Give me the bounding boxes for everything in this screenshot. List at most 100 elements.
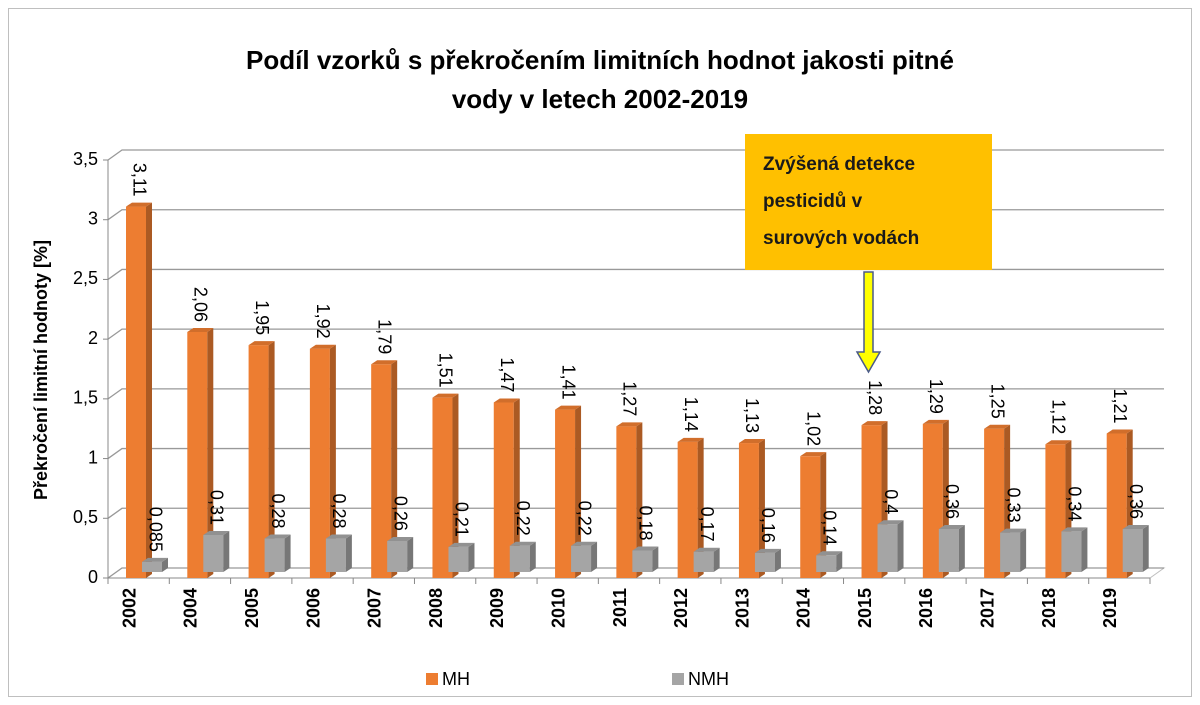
legend-label: MH (442, 669, 470, 689)
value-label: 1,25 (987, 384, 1007, 419)
bar-top (371, 360, 398, 365)
x-tick-label: 2004 (181, 588, 201, 628)
bar-top (616, 422, 643, 427)
bar-top (1122, 525, 1149, 530)
bar (1000, 532, 1021, 572)
x-tick-label: 2019 (1100, 588, 1120, 628)
bar (325, 538, 346, 572)
bar-top (632, 546, 659, 551)
bar (877, 524, 898, 572)
bar (754, 552, 775, 572)
bar-top (754, 548, 781, 553)
bar-top (126, 202, 152, 207)
bar-top (938, 525, 965, 530)
bar-side (223, 530, 230, 572)
bar (387, 540, 408, 572)
bar-top (1000, 528, 1027, 533)
bar (309, 348, 330, 578)
value-label: 0,28 (329, 494, 349, 529)
x-tick-label: 2011 (610, 588, 630, 627)
bar-side (897, 520, 904, 572)
value-label: 2,06 (191, 287, 211, 322)
annotation: Zvýšená detekce pesticidů v surových vod… (745, 134, 992, 374)
x-tick-label: 2013 (732, 588, 752, 628)
legend-swatch (426, 673, 438, 685)
bar-side (146, 202, 152, 578)
chart-title: Podíl vzorků s překročením limitních hod… (246, 45, 954, 75)
bar-side (1142, 525, 1149, 572)
value-label: 1,21 (1110, 388, 1130, 423)
bar-side (697, 437, 704, 578)
bar-top (432, 393, 459, 398)
legend-swatch (672, 673, 684, 685)
value-label: 0,34 (1065, 486, 1085, 521)
bar (922, 423, 943, 578)
value-label: 1,92 (313, 304, 333, 339)
x-tick-label: 2015 (855, 588, 875, 628)
value-label: 0,26 (390, 496, 410, 531)
bar (203, 534, 224, 572)
value-label: 0,4 (881, 489, 901, 514)
bar-side (268, 341, 275, 578)
y-tick-label: 2 (88, 328, 98, 348)
bar-top (571, 541, 598, 546)
bar-side (713, 547, 720, 572)
value-label: 1,14 (681, 397, 701, 432)
y-tick-label: 3 (88, 208, 98, 228)
bar-side (513, 398, 520, 578)
chart-title: vody v letech 2002-2019 (452, 84, 748, 114)
bar (371, 364, 392, 578)
value-label: 1,95 (252, 300, 272, 335)
bar-side (774, 548, 781, 572)
bar (509, 545, 530, 572)
bar-top (984, 424, 1011, 429)
bar-side (820, 452, 827, 578)
y-axis-title: Překročení limitní hodnoty [%] (31, 240, 51, 500)
value-label: 1,02 (803, 411, 823, 446)
value-label: 1,79 (374, 319, 394, 354)
value-label: 0,22 (574, 501, 594, 536)
bar (555, 409, 576, 578)
bar-top (264, 534, 291, 539)
y-tick-label: 0,5 (73, 507, 98, 527)
bar-side (329, 344, 336, 578)
bar-top (448, 542, 475, 547)
plot: 0 0,5 1 1,5 2 2,5 3 3,5 2002 2004 2005 2006 2007 2008… (73, 149, 1166, 689)
value-label: 3,11 (129, 163, 149, 197)
bar (738, 443, 759, 578)
bar-top (248, 341, 275, 346)
bar-top (693, 547, 720, 552)
x-tick-label: 2005 (242, 588, 262, 628)
bar-side (836, 551, 843, 572)
x-tick-label: 2008 (426, 588, 446, 628)
bar (1106, 433, 1127, 578)
x-tick-label: 2006 (303, 588, 323, 628)
value-label: 0,31 (207, 490, 227, 525)
bar (677, 441, 698, 578)
x-tick-label: 2009 (487, 588, 507, 628)
value-label: 0,22 (513, 501, 533, 536)
bar-top (309, 344, 336, 349)
bar (938, 529, 959, 572)
x-tick-label: 2010 (548, 588, 568, 628)
value-label: 1,51 (436, 353, 456, 388)
bar-top (387, 536, 414, 541)
bar-top (493, 398, 520, 403)
legend-label: NMH (688, 669, 729, 689)
grid-line (107, 388, 1164, 400)
y-tick-label: 0 (88, 567, 98, 587)
bar (1061, 531, 1082, 572)
y-tick-label: 1,5 (73, 388, 98, 408)
bar-side (468, 542, 475, 572)
bar (816, 555, 837, 572)
value-label: 0,36 (942, 484, 962, 519)
bar-top (203, 530, 230, 535)
x-tick-label: 2014 (794, 588, 814, 628)
value-label: 0,28 (268, 494, 288, 529)
y-tick-label: 2,5 (73, 268, 98, 288)
bar-side (207, 327, 214, 578)
bar (861, 425, 882, 578)
bar-side (636, 422, 643, 578)
y-tick-label: 3,5 (73, 149, 98, 169)
